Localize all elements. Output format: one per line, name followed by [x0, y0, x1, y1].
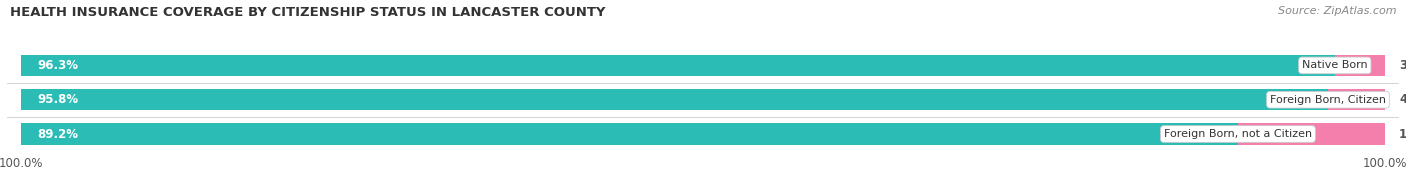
Text: Source: ZipAtlas.com: Source: ZipAtlas.com: [1278, 6, 1396, 16]
Bar: [21, 123, 1385, 145]
Text: 96.3%: 96.3%: [37, 59, 79, 72]
Text: 95.8%: 95.8%: [37, 93, 79, 106]
Bar: [1329, 89, 1385, 110]
Text: Foreign Born, Citizen: Foreign Born, Citizen: [1270, 95, 1386, 105]
Text: 3.7%: 3.7%: [1399, 59, 1406, 72]
Text: HEALTH INSURANCE COVERAGE BY CITIZENSHIP STATUS IN LANCASTER COUNTY: HEALTH INSURANCE COVERAGE BY CITIZENSHIP…: [10, 6, 606, 19]
Bar: [21, 123, 1237, 145]
Bar: [1334, 55, 1385, 76]
Bar: [21, 55, 1334, 76]
Bar: [21, 89, 1329, 110]
Text: 89.2%: 89.2%: [37, 128, 79, 141]
Text: Native Born: Native Born: [1302, 60, 1368, 70]
Bar: [1237, 123, 1385, 145]
Text: 10.8%: 10.8%: [1399, 128, 1406, 141]
Bar: [21, 89, 1385, 110]
Bar: [21, 55, 1385, 76]
Text: Foreign Born, not a Citizen: Foreign Born, not a Citizen: [1164, 129, 1312, 139]
Text: 4.2%: 4.2%: [1399, 93, 1406, 106]
